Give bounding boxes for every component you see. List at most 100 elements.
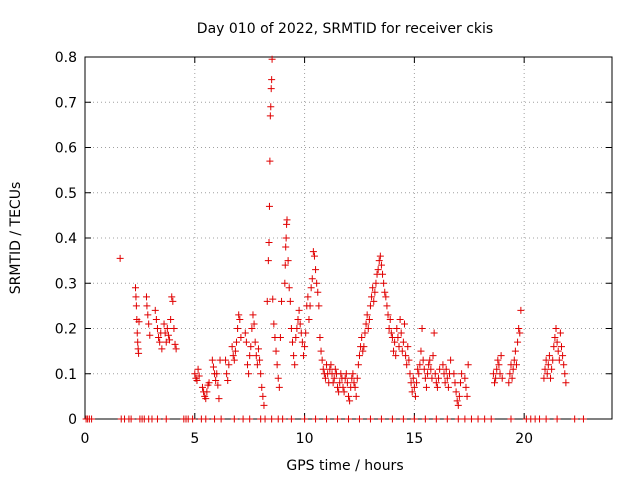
data-point <box>405 356 413 364</box>
x-tick-label: 0 <box>81 431 90 447</box>
data-point <box>170 325 178 332</box>
data-point <box>246 352 254 360</box>
data-point <box>391 338 399 346</box>
data-point <box>264 257 272 265</box>
data-point <box>384 311 392 319</box>
data-point <box>212 377 220 385</box>
data-point <box>257 370 265 378</box>
data-point <box>571 415 579 423</box>
data-point <box>88 415 96 423</box>
data-point <box>208 356 216 364</box>
data-point <box>168 293 176 301</box>
data-point <box>310 252 318 260</box>
data-point <box>260 401 268 409</box>
data-point <box>505 379 513 387</box>
y-tick-label: 0.3 <box>55 276 77 292</box>
data-point <box>132 302 140 310</box>
data-point <box>452 388 460 396</box>
data-point <box>442 365 450 373</box>
data-point <box>146 331 154 339</box>
data-point <box>553 338 561 346</box>
data-point <box>307 284 315 292</box>
data-point <box>425 361 433 369</box>
data-point <box>223 370 231 378</box>
x-tick-label: 15 <box>405 431 423 447</box>
data-point <box>345 392 352 400</box>
data-point <box>557 343 565 351</box>
data-point <box>315 302 323 310</box>
data-point <box>441 379 449 387</box>
data-point <box>464 361 472 369</box>
data-point <box>542 356 550 364</box>
data-point <box>559 352 567 360</box>
data-point <box>418 325 426 332</box>
data-point <box>397 329 405 337</box>
data-point <box>334 415 342 423</box>
chart-title: Day 010 of 2022, SRMTID for receiver cki… <box>197 21 493 37</box>
data-point <box>314 288 322 296</box>
data-point <box>431 370 439 378</box>
data-point <box>143 302 151 310</box>
data-point <box>135 318 143 326</box>
data-point <box>508 374 516 382</box>
data-point <box>368 293 376 301</box>
data-point <box>433 383 441 391</box>
data-point <box>203 388 211 396</box>
data-point <box>306 302 314 310</box>
data-point <box>327 361 335 369</box>
y-tick-label: 0.7 <box>55 95 77 111</box>
data-point <box>509 365 517 373</box>
data-point <box>290 352 298 360</box>
data-point <box>205 379 213 387</box>
data-point <box>248 325 256 332</box>
data-point <box>343 379 351 387</box>
data-point <box>282 243 290 251</box>
data-point <box>463 392 471 400</box>
data-point <box>274 374 282 382</box>
data-point <box>458 370 466 378</box>
data-point <box>267 103 275 111</box>
data-point <box>151 306 159 314</box>
data-point <box>266 112 274 120</box>
data-point <box>560 361 568 369</box>
data-point <box>239 415 247 423</box>
grid <box>85 57 612 419</box>
data-point <box>339 383 347 391</box>
data-point <box>421 415 429 423</box>
data-point <box>222 356 230 364</box>
data-point <box>330 374 338 382</box>
y-tick-label: 0.8 <box>55 50 77 66</box>
data-point <box>364 325 372 332</box>
data-point <box>225 361 233 369</box>
data-point <box>301 415 309 423</box>
data-point <box>230 356 238 364</box>
data-point <box>167 315 175 323</box>
data-point <box>387 329 395 337</box>
data-point <box>443 415 451 423</box>
data-point <box>301 343 309 351</box>
data-point <box>352 392 360 400</box>
data-point <box>409 374 417 382</box>
data-point <box>296 320 304 328</box>
data-point <box>268 55 276 63</box>
data-point <box>541 365 549 373</box>
data-point <box>404 343 412 351</box>
data-point <box>342 370 350 378</box>
x-tick-label: 20 <box>515 431 533 447</box>
data-point <box>287 415 295 423</box>
data-point <box>420 365 428 373</box>
data-point <box>340 388 348 396</box>
data-point <box>265 202 273 210</box>
data-point <box>211 415 219 423</box>
data-point <box>399 338 407 346</box>
data-point <box>292 334 300 342</box>
data-point <box>461 374 469 382</box>
data-point <box>516 329 524 337</box>
data-point <box>144 311 152 319</box>
y-tick-label: 0.6 <box>55 141 77 157</box>
data-point <box>155 334 163 342</box>
data-point <box>474 415 482 423</box>
data-point <box>411 392 419 400</box>
data-point <box>374 266 382 274</box>
data-point <box>267 85 275 93</box>
